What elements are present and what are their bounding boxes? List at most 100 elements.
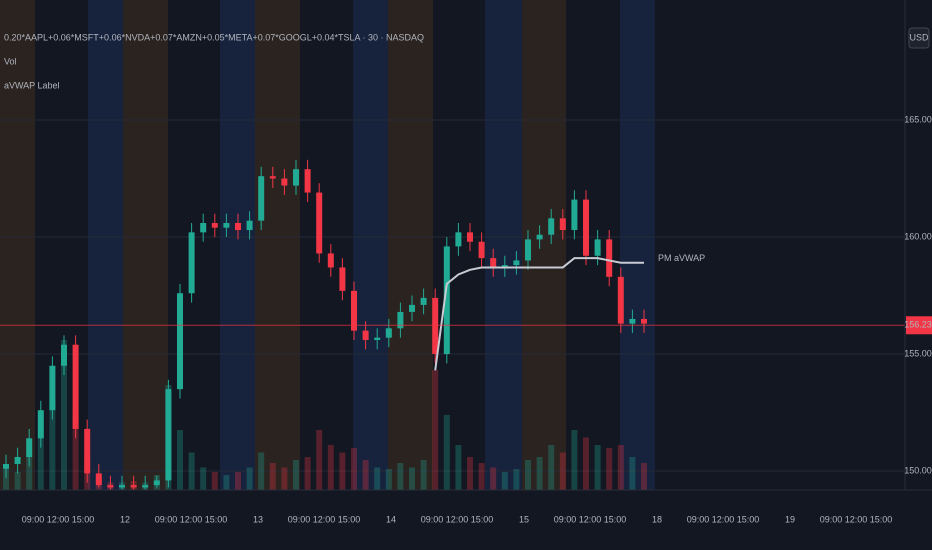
- volume-bar: [37, 437, 44, 490]
- indicator-label: aVWAP Label: [4, 80, 60, 90]
- x-tick-label: 19: [785, 514, 795, 524]
- last-price-label: 156.23: [904, 320, 932, 330]
- volume-bar: [26, 452, 33, 490]
- volume-bar: [443, 415, 450, 490]
- x-tick-label: 15:00: [737, 514, 760, 524]
- session-band: [620, 0, 655, 490]
- x-tick-label: 09:00: [22, 514, 45, 524]
- x-tick-label: 15:00: [870, 514, 893, 524]
- volume-bar: [617, 445, 624, 490]
- candle-body: [409, 304, 415, 312]
- y-tick-label: 160.00: [904, 231, 932, 241]
- volume-bar: [397, 463, 404, 490]
- x-tick-label: 09:00: [421, 514, 444, 524]
- volume-bar: [548, 445, 555, 490]
- x-tick-label: 09:00: [155, 514, 178, 524]
- candle-body: [107, 485, 114, 488]
- volume-bar: [467, 457, 473, 490]
- x-tick-label: 12:00: [313, 514, 336, 524]
- candle-body: [594, 239, 601, 256]
- session-band: [123, 0, 168, 490]
- candle-body: [142, 485, 149, 488]
- vwap-line: [434, 257, 644, 371]
- candle-body: [571, 199, 578, 231]
- volume-bar: [304, 457, 311, 490]
- candle-body: [72, 344, 79, 429]
- candle-body: [211, 223, 218, 228]
- volume-bar: [316, 430, 323, 490]
- volume-bar: [513, 469, 520, 490]
- volume-bar: [478, 463, 485, 490]
- candle-body: [490, 258, 497, 268]
- session-band: [88, 0, 123, 490]
- candle-body: [84, 428, 91, 474]
- x-tick-label: 15:00: [338, 514, 361, 524]
- x-tick-label: 12:00: [845, 514, 868, 524]
- x-tick-label: 15:00: [72, 514, 95, 524]
- candle-body: [61, 344, 67, 366]
- x-tick-label: 12:00: [712, 514, 735, 524]
- currency-button[interactable]: [908, 27, 930, 49]
- x-tick-label: 15:00: [471, 514, 494, 524]
- y-tick-label: 150.00: [904, 465, 932, 475]
- candle-body: [3, 464, 9, 469]
- candle-body: [200, 223, 207, 233]
- volume-bar: [188, 452, 195, 490]
- candle-body: [397, 311, 404, 329]
- volume-bar: [420, 460, 427, 490]
- candle-body: [14, 457, 21, 465]
- volume-bar: [200, 467, 207, 490]
- candle-body: [258, 176, 265, 221]
- candle-body: [455, 232, 462, 247]
- volume-bar: [583, 437, 589, 490]
- volume-bar: [235, 472, 241, 490]
- volume-bar: [61, 340, 67, 490]
- x-tick-label: 09:00: [820, 514, 843, 524]
- candle-body: [548, 218, 555, 235]
- candle-body: [327, 253, 334, 268]
- candle-body: [351, 290, 357, 331]
- x-tick-label: 09:00: [687, 514, 710, 524]
- last-price-box: [906, 316, 932, 335]
- candle-body: [119, 485, 125, 488]
- volume-bar: [641, 463, 647, 490]
- x-tick-label: 18: [652, 514, 662, 524]
- volume-bar: [629, 457, 636, 490]
- x-tick-label: 09:00: [288, 514, 311, 524]
- x-tick-label: 12: [120, 514, 130, 524]
- candle-body: [130, 485, 137, 488]
- candle-body: [95, 473, 102, 486]
- candle-body: [165, 389, 172, 481]
- volume-bar: [327, 445, 334, 490]
- candle-body: [420, 297, 427, 305]
- volume-bar: [374, 467, 381, 490]
- candle-body: [362, 330, 369, 341]
- volume-bar: [536, 457, 543, 490]
- indicator-label: Vol: [4, 56, 17, 66]
- candle-body: [432, 297, 439, 355]
- x-tick-label: 13: [253, 514, 263, 524]
- candle-body: [37, 410, 44, 439]
- volume-bar: [501, 472, 508, 490]
- volume-bar: [281, 467, 288, 490]
- candle-body: [501, 265, 508, 268]
- candle-body: [281, 178, 288, 186]
- candle-body: [223, 223, 230, 228]
- candle-body: [177, 293, 183, 390]
- candle-body: [467, 232, 473, 242]
- currency-label[interactable]: USD: [909, 32, 929, 42]
- candle-body: [629, 318, 636, 324]
- volume-bar: [455, 445, 462, 490]
- candle-body: [26, 438, 33, 458]
- session-band: [388, 0, 433, 490]
- y-tick-label: 165.00: [904, 114, 932, 124]
- candle-body: [385, 328, 392, 338]
- volume-bar: [385, 469, 392, 490]
- volume-bar: [177, 430, 183, 490]
- candle-body: [293, 169, 299, 186]
- volume-bar: [211, 472, 218, 490]
- volume-bar: [293, 460, 299, 490]
- x-tick-label: 12:00: [446, 514, 469, 524]
